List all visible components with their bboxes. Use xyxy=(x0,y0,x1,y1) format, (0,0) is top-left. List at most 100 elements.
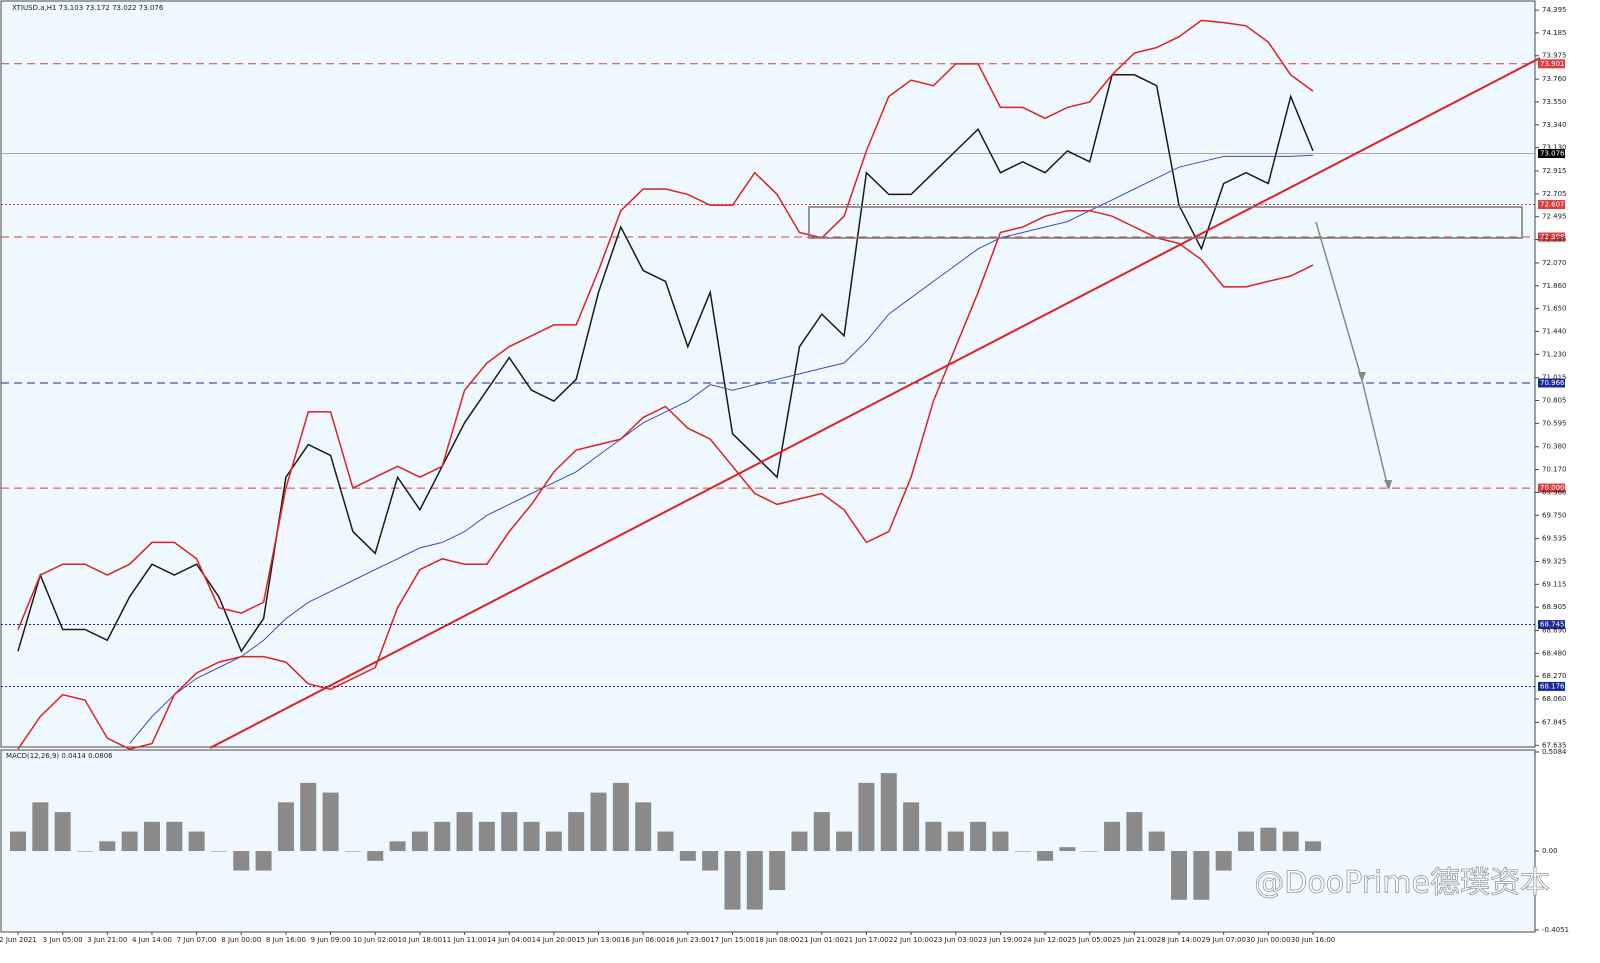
level-label-bg xyxy=(1538,149,1565,159)
series-line xyxy=(129,154,1314,744)
x-tick-label: 8 Jun 16:00 xyxy=(266,936,306,944)
x-tick-label: 2 Jun 2021 xyxy=(0,936,37,944)
macd-bar xyxy=(657,831,674,852)
macd-bar xyxy=(947,831,964,852)
y-tick-label: 70.805 xyxy=(1542,397,1567,405)
x-tick-label: 28 Jun 14:00 xyxy=(1157,936,1201,944)
x-tick-label: 30 Jun 00:00 xyxy=(1246,936,1290,944)
macd-pane xyxy=(0,749,1536,933)
y-tick-label: 70.380 xyxy=(1542,443,1567,451)
macd-bar xyxy=(277,802,294,852)
level-label-bg xyxy=(1538,681,1565,691)
macd-bar xyxy=(54,812,71,852)
macd-bar xyxy=(166,821,183,852)
y-tick-label: 71.230 xyxy=(1542,350,1567,358)
x-tick-label: 23 Jun 19:00 xyxy=(978,936,1022,944)
macd-bar xyxy=(300,782,317,852)
macd-bar xyxy=(456,812,473,852)
macd-bar xyxy=(612,782,629,852)
arrow-head xyxy=(1358,372,1366,382)
y-tick-label: 73.340 xyxy=(1542,121,1567,129)
y-tick-label: 74.185 xyxy=(1542,29,1567,37)
macd-bar xyxy=(836,831,853,852)
x-tick-label: 24 Jun 12:00 xyxy=(1023,936,1067,944)
y-tick-label: 72.285 xyxy=(1542,236,1567,244)
y-tick-label: 72.070 xyxy=(1542,259,1567,267)
macd-bar xyxy=(903,802,920,852)
y-tick-label: 71.440 xyxy=(1542,327,1567,335)
macd-bar xyxy=(1148,831,1165,852)
x-tick-label: 11 Jun 11:00 xyxy=(442,936,486,944)
x-tick-label: 21 Jun 17:00 xyxy=(844,936,888,944)
x-tick-label: 21 Jun 01:00 xyxy=(800,936,844,944)
x-tick-label: 16 Jun 06:00 xyxy=(621,936,665,944)
level-label-bg xyxy=(1538,483,1565,493)
x-tick-label: 25 Jun 21:00 xyxy=(1112,936,1156,944)
macd-bar xyxy=(501,812,518,852)
watermark: @DooPrime德璞资本 xyxy=(1254,866,1550,901)
y-tick-label: 69.750 xyxy=(1542,511,1567,519)
x-tick-label: 4 Jun 14:00 xyxy=(132,936,172,944)
y-tick-label: 73.760 xyxy=(1542,75,1567,83)
level-label: 72.607 xyxy=(1540,201,1565,209)
x-tick-label: 17 Jun 15:00 xyxy=(710,936,754,944)
x-tick-label: 16 Jun 23:00 xyxy=(666,936,710,944)
y-tick-label: 69.115 xyxy=(1542,580,1567,588)
macd-bar xyxy=(389,841,406,852)
x-tick-label: 18 Jun 08:00 xyxy=(755,936,799,944)
macd-bar xyxy=(590,792,607,852)
x-tick-label: 22 Jun 10:00 xyxy=(889,936,933,944)
macd-bar xyxy=(992,831,1009,852)
macd-bar xyxy=(1282,831,1299,852)
macd-bar xyxy=(813,812,830,852)
levels: 73.901 73.076 72.607 72.308 70.966 70.000 68.7… xyxy=(1,59,1565,691)
arrow-head xyxy=(1384,480,1392,490)
macd-bar xyxy=(1126,812,1143,852)
macd-bar xyxy=(434,821,451,852)
macd-bar xyxy=(10,831,26,852)
macd-bar xyxy=(1193,851,1210,900)
y-tick-label: 69.535 xyxy=(1542,535,1567,543)
x-tick-label: 14 Jun 20:00 xyxy=(532,936,576,944)
macd-title: MACD(12,26,9) 0.0414 0.0806 xyxy=(6,752,113,760)
macd-bar xyxy=(679,851,696,861)
macd-bar xyxy=(1081,851,1098,852)
macd-bar xyxy=(702,851,719,871)
level-label: 70.966 xyxy=(1540,379,1565,387)
x-tick-label: 25 Jun 05:00 xyxy=(1067,936,1111,944)
macd-bar xyxy=(925,821,942,852)
y-tick-label: 67.845 xyxy=(1542,718,1567,726)
y-tick-label: -0.4051 xyxy=(1542,926,1569,934)
series xyxy=(17,19,1314,750)
macd-bar xyxy=(1260,827,1277,852)
y-tick-label: 71.860 xyxy=(1542,282,1567,290)
macd-bar xyxy=(255,851,272,871)
y-tick-label: 0.5084 xyxy=(1542,748,1567,756)
macd-bar xyxy=(478,821,495,852)
level-label: 72.308 xyxy=(1540,233,1565,241)
level-label-bg xyxy=(1538,378,1565,388)
level-label-bg xyxy=(1538,59,1565,69)
y-tick-label: 70.595 xyxy=(1542,419,1567,427)
y-tick-label: 68.690 xyxy=(1542,627,1567,635)
y-tick-label: 73.975 xyxy=(1542,52,1567,60)
macd-bar xyxy=(1305,841,1321,852)
x-tick-label: 7 Jun 07:00 xyxy=(177,936,217,944)
x-tick-label: 3 Jun 05:00 xyxy=(43,936,83,944)
macd-bar xyxy=(1171,851,1188,900)
macd-bar xyxy=(121,831,138,852)
chart-title: XTIUSD.a,H1 73.103 73.172 73.022 73.076 xyxy=(12,4,164,12)
macd-bar xyxy=(1104,821,1121,852)
macd-bar xyxy=(1215,851,1232,871)
macd-bar xyxy=(568,812,585,852)
macd-bar xyxy=(545,831,562,852)
macd-bar xyxy=(791,831,808,852)
macd-bar xyxy=(858,782,875,852)
macd-bar xyxy=(746,851,763,910)
level-label-bg xyxy=(1538,620,1565,630)
y-tick-label: 73.130 xyxy=(1542,144,1567,152)
x-tick-label: 14 Jun 04:00 xyxy=(487,936,531,944)
y-tick-label: 73.550 xyxy=(1542,98,1567,106)
